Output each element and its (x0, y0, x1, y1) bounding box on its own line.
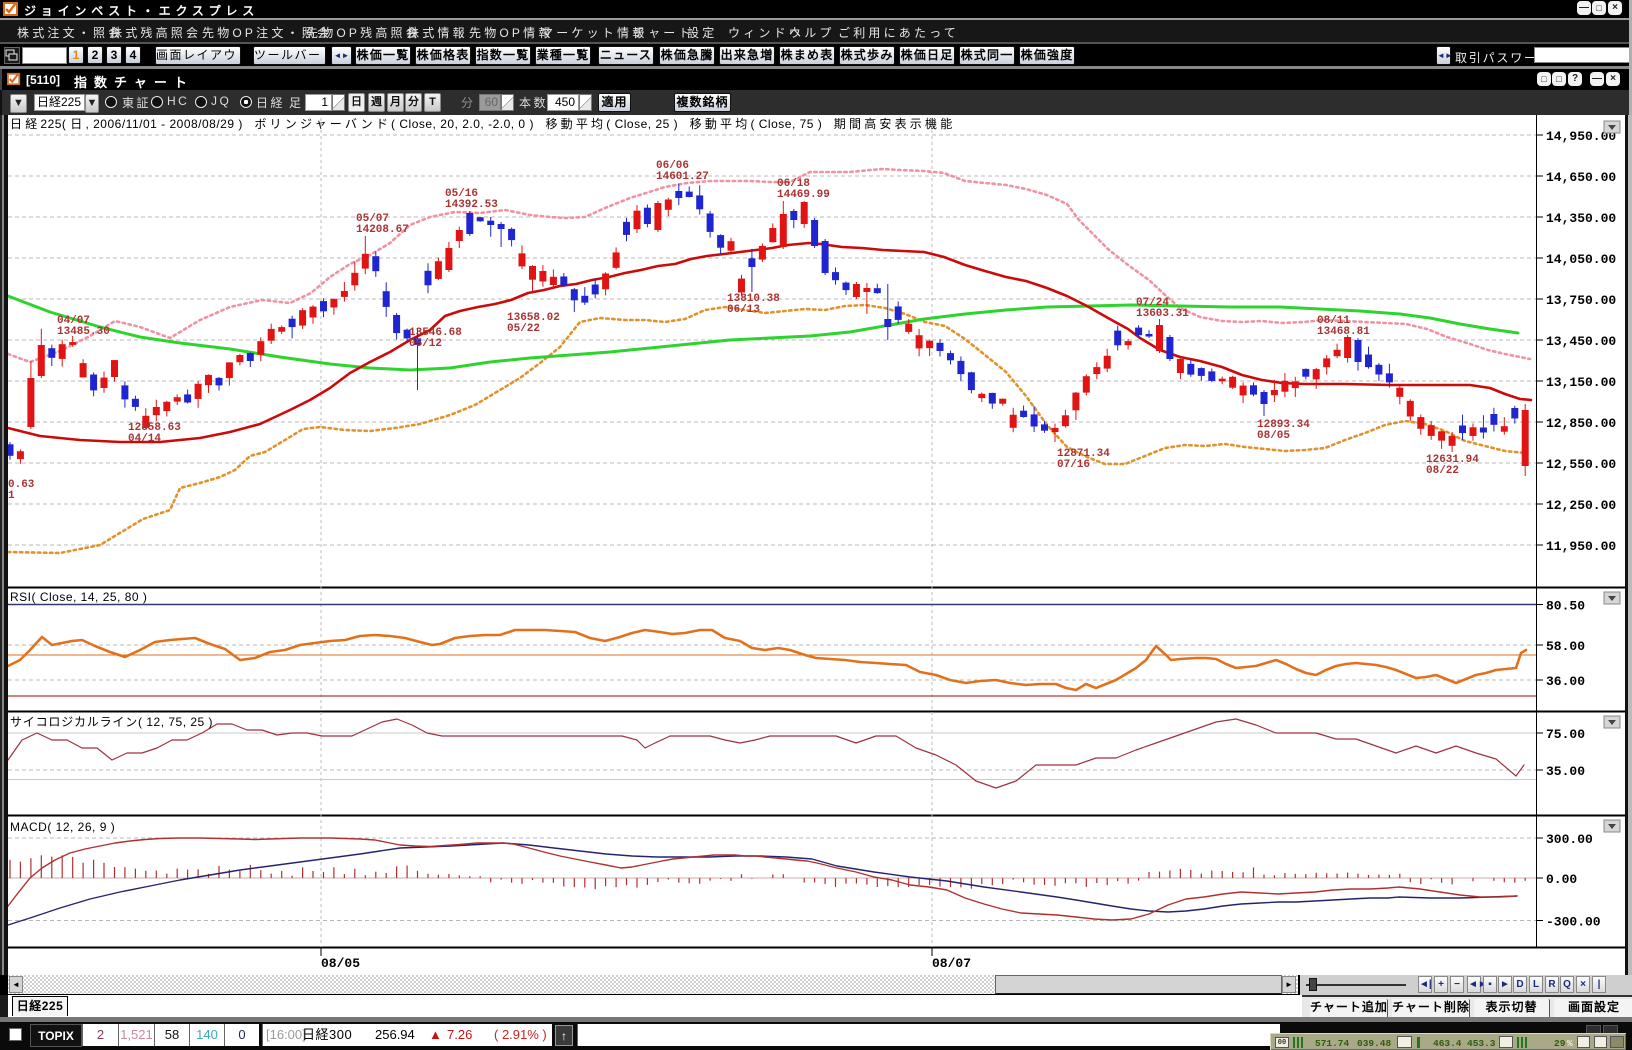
svg-text:13468.81: 13468.81 (1317, 326, 1370, 338)
svg-text:75.00: 75.00 (1546, 727, 1585, 742)
svg-text:14,650.00: 14,650.00 (1546, 170, 1616, 185)
svg-text:13603.31: 13603.31 (1136, 308, 1189, 320)
svg-text:300.00: 300.00 (1546, 832, 1593, 847)
svg-text:1: 1 (8, 490, 15, 502)
svg-text:14,350.00: 14,350.00 (1546, 211, 1616, 226)
svg-text:05/12: 05/12 (409, 338, 442, 350)
svg-text:14,950.00: 14,950.00 (1546, 129, 1616, 144)
svg-text:-300.00: -300.00 (1546, 915, 1601, 930)
svg-text:05/07: 05/07 (356, 213, 389, 225)
svg-text:05/22: 05/22 (507, 323, 540, 335)
svg-text:04/14: 04/14 (128, 433, 161, 445)
svg-text:07/16: 07/16 (1057, 459, 1090, 471)
svg-text:14392.53: 14392.53 (445, 199, 498, 211)
svg-text:14469.99: 14469.99 (777, 189, 830, 201)
svg-text:05/16: 05/16 (445, 188, 478, 200)
svg-text:13546.68: 13546.68 (409, 327, 462, 339)
svg-text:13485.30: 13485.30 (57, 326, 110, 338)
svg-text:12,850.00: 12,850.00 (1546, 416, 1616, 431)
svg-text:07/24: 07/24 (1136, 297, 1169, 309)
svg-text:14208.67: 14208.67 (356, 224, 409, 236)
svg-text:12631.94: 12631.94 (1426, 454, 1479, 466)
svg-text:サイコロジカルライン( 12, 75, 25 ): サイコロジカルライン( 12, 75, 25 ) (10, 715, 213, 729)
svg-text:08/11: 08/11 (1317, 315, 1350, 327)
svg-text:06/18: 06/18 (777, 178, 810, 190)
svg-text:58.00: 58.00 (1546, 639, 1585, 654)
svg-text:06/13: 06/13 (727, 304, 760, 316)
svg-text:08/05: 08/05 (321, 956, 360, 971)
svg-text:0.00: 0.00 (1546, 872, 1577, 887)
svg-text:MACD( 12, 26, 9 ): MACD( 12, 26, 9 ) (10, 820, 115, 834)
svg-text:80.50: 80.50 (1546, 599, 1585, 614)
svg-text:12,250.00: 12,250.00 (1546, 498, 1616, 513)
svg-text:13,450.00: 13,450.00 (1546, 334, 1616, 349)
svg-text:35.00: 35.00 (1546, 764, 1585, 779)
svg-text:06/06: 06/06 (656, 160, 689, 172)
svg-text:12871.34: 12871.34 (1057, 448, 1110, 460)
svg-text:13,150.00: 13,150.00 (1546, 375, 1616, 390)
svg-text:0.63: 0.63 (8, 479, 35, 491)
svg-text:RSI( Close, 14, 25, 80 ): RSI( Close, 14, 25, 80 ) (10, 590, 147, 604)
svg-text:12,550.00: 12,550.00 (1546, 457, 1616, 472)
svg-text:13,750.00: 13,750.00 (1546, 293, 1616, 308)
svg-text:日経225( 日, 2006/11/01 - 2008/08: 日経225( 日, 2006/11/01 - 2008/08/29 ) ボリンジ… (10, 116, 955, 131)
svg-text:14601.27: 14601.27 (656, 171, 709, 183)
svg-text:13810.38: 13810.38 (727, 293, 780, 305)
svg-text:36.00: 36.00 (1546, 674, 1585, 689)
svg-text:11,950.00: 11,950.00 (1546, 539, 1616, 554)
svg-text:08/07: 08/07 (932, 956, 971, 971)
svg-text:12858.63: 12858.63 (128, 422, 181, 434)
svg-text:04/07: 04/07 (57, 315, 90, 327)
svg-text:08/05: 08/05 (1257, 430, 1290, 442)
svg-text:14,050.00: 14,050.00 (1546, 252, 1616, 267)
svg-text:12893.34: 12893.34 (1257, 419, 1310, 431)
svg-text:08/22: 08/22 (1426, 465, 1459, 477)
svg-text:13658.02: 13658.02 (507, 312, 560, 324)
